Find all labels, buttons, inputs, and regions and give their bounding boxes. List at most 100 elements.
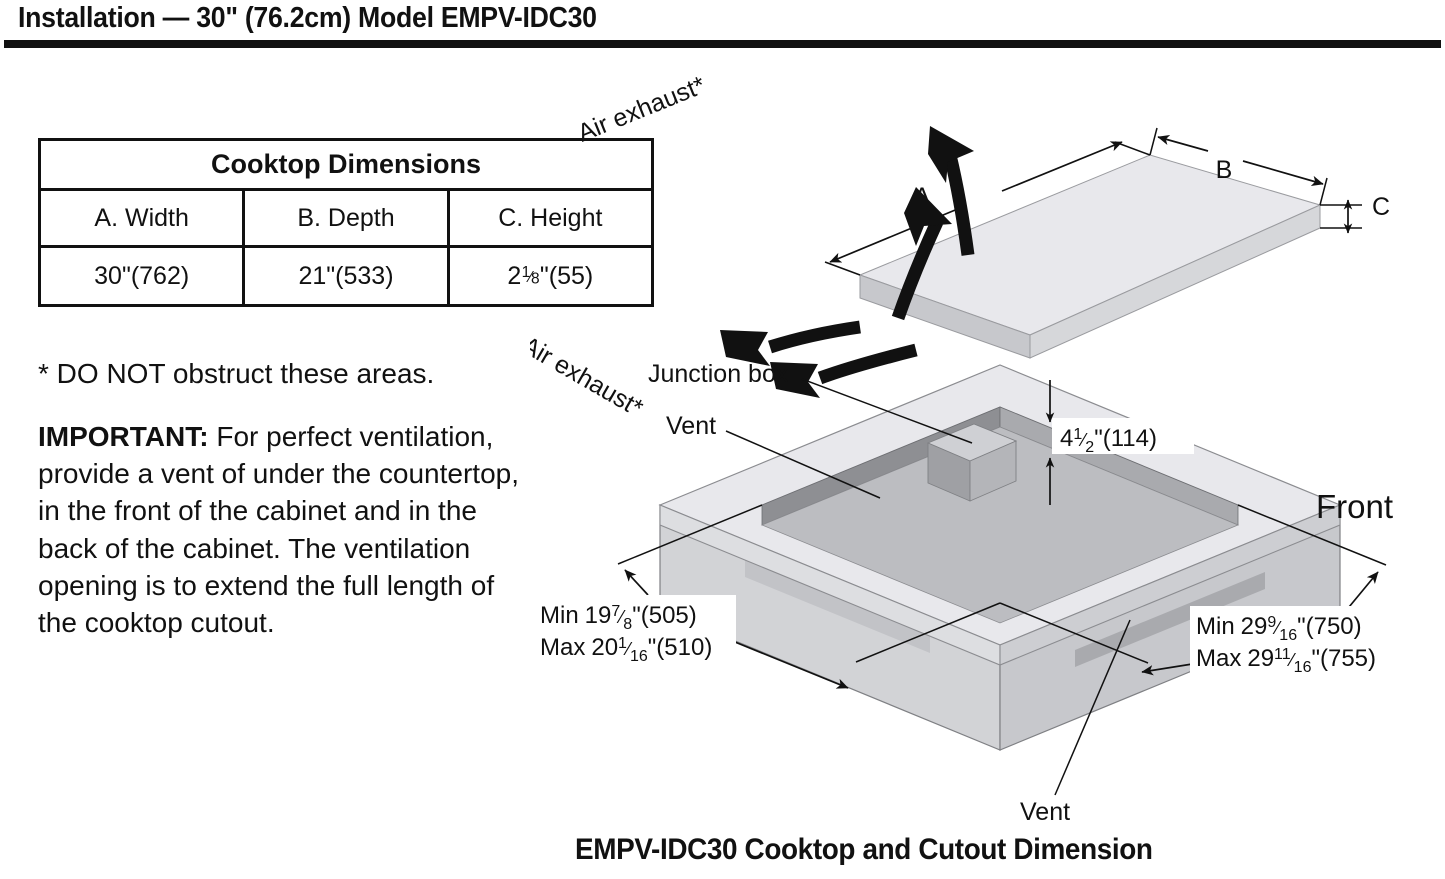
dim-b-ext-right: [1319, 177, 1328, 206]
depth-min-whole: 19: [585, 602, 612, 629]
depth-max-tail: "(510): [648, 634, 713, 661]
vent-bottom-leader-line: [1054, 619, 1131, 796]
width-max-slash: ⁄: [1287, 650, 1297, 670]
air-exhaust-bottom-arrows: [720, 320, 918, 398]
cutout-depth-dimension: Min 197⁄8"(505) Max 201⁄16"(510): [536, 504, 1001, 689]
dim-b-line-left: [1157, 134, 1209, 152]
junction-box-label: Junction box: [648, 360, 789, 388]
junction-height-dimension: 41⁄2"(114): [1045, 380, 1194, 505]
junction-height-label: 41⁄2"(114): [1060, 425, 1157, 456]
junction-height-slash: ⁄: [1078, 430, 1088, 450]
depth-min-denominator: 8: [623, 616, 632, 633]
depth-max-whole: 20: [591, 634, 618, 661]
width-min-prefix: Min: [1196, 613, 1235, 640]
width-ext-line-right: [1237, 504, 1387, 566]
value-height-tail: "(55): [539, 261, 594, 290]
dimensions-table-title: Cooktop Dimensions: [38, 138, 654, 191]
table-title-row: Cooktop Dimensions: [38, 138, 654, 191]
width-min-denominator: 16: [1279, 627, 1297, 644]
depth-max-numerator: 1: [618, 635, 627, 652]
cutout-width-dimension: Min 299⁄16"(750) Max 2911⁄16"(755): [999, 504, 1442, 676]
value-width: 30"(762): [37, 245, 246, 307]
diagram-svg: A B C Air exhaust* Air exhaust*: [530, 71, 1442, 826]
column-header-width: A. Width: [37, 188, 246, 248]
junction-box-callout: [801, 378, 973, 444]
air-exhaust-arrow-3-shaft: [768, 320, 861, 354]
installation-diagram: A B C Air exhaust* Air exhaust*: [530, 50, 1445, 879]
air-exhaust-bottom-label: Air exhaust*: [530, 331, 648, 423]
depth-min-label: Min 197⁄8"(505): [540, 602, 697, 633]
width-ext-line-left: [999, 602, 1149, 664]
cutout-floor-lowered: [760, 426, 1240, 624]
dimension-c-group: [1320, 199, 1362, 234]
fraction-slash: ⁄: [529, 268, 532, 286]
dimension-b-group: [1149, 127, 1328, 206]
width-min-slash: ⁄: [1272, 618, 1282, 638]
depth-min-prefix: Min: [540, 602, 579, 629]
vent-top-leader-line: [725, 430, 881, 499]
air-exhaust-top-label: Air exhaust*: [574, 71, 710, 148]
countertop-edge-front-right: [999, 504, 1341, 666]
air-exhaust-arrow-3-head: [720, 330, 770, 366]
dim-b-ext-left: [1149, 127, 1158, 156]
depth-dim-arrow-upper: [624, 569, 649, 596]
depth-max-slash: ⁄: [623, 639, 633, 659]
dim-a-ext-left: [824, 261, 861, 276]
junction-box-leader-line: [801, 378, 973, 444]
note-important-label: IMPORTANT:: [38, 421, 209, 452]
junction-height-whole: 4: [1060, 425, 1073, 452]
width-min-numerator: 9: [1267, 614, 1276, 631]
depth-label-bg: [536, 595, 736, 663]
front-label: Front: [1316, 488, 1393, 525]
page-title: Installation — 30" (76.2cm) Model EMPV-I…: [18, 2, 597, 34]
width-max-whole: 29: [1247, 645, 1274, 672]
depth-ext-line-front: [855, 602, 1001, 663]
vent-top-label: Vent: [666, 412, 716, 440]
note-important-body: For perfect ventilation, provide a vent …: [38, 421, 519, 639]
width-label-bg: [1190, 606, 1442, 674]
air-exhaust-top-arrows: [891, 126, 975, 321]
vent-top-callout: [725, 430, 881, 499]
figure-caption: EMPV-IDC30 Cooktop and Cutout Dimension: [575, 833, 1153, 866]
vent-bottom-callout: [1054, 619, 1131, 796]
depth-min-slash: ⁄: [616, 607, 626, 627]
value-height-numerator: 1: [521, 263, 531, 281]
value-depth: 21"(533): [242, 245, 450, 307]
cooktop-dimensions-table: Cooktop Dimensions A. Width B. Depth C. …: [37, 138, 655, 307]
cabinet-vent-slot-left: [745, 560, 930, 653]
width-max-denominator: 16: [1294, 659, 1312, 676]
column-header-height: C. Height: [446, 188, 655, 248]
width-max-prefix: Max: [1196, 645, 1241, 672]
air-exhaust-arrow-2-head: [928, 126, 974, 183]
dim-b-label: B: [1216, 156, 1233, 184]
width-max-numerator: 11: [1274, 646, 1291, 663]
dim-b-line-right: [1242, 160, 1324, 186]
width-min-whole: 29: [1241, 613, 1268, 640]
value-height-denominator: 8: [530, 270, 540, 288]
air-exhaust-arrow-4-head: [770, 362, 820, 398]
junction-height-label-bg: [1052, 418, 1194, 454]
note-do-not-obstruct: * DO NOT obstruct these areas.: [38, 358, 435, 389]
depth-min-numerator: 7: [611, 603, 620, 620]
dim-c-label: C: [1372, 193, 1390, 221]
page-header: Installation — 30" (76.2cm) Model EMPV-I…: [0, 0, 1445, 50]
depth-max-denominator: 16: [630, 648, 648, 665]
depth-ext-line-back: [617, 504, 763, 565]
vent-bottom-label: Vent: [1020, 798, 1070, 826]
column-header-depth: B. Depth: [242, 188, 450, 248]
table-value-row: 30"(762) 21"(533) 21⁄8"(55): [37, 245, 655, 307]
cabinet-group: [658, 364, 1342, 751]
width-min-tail: "(750): [1297, 613, 1362, 640]
note-important: IMPORTANT: For perfect ventilation, prov…: [38, 418, 528, 641]
value-height-whole: 2: [507, 261, 522, 290]
value-height: 21⁄8"(55): [446, 245, 655, 307]
width-min-label: Min 299⁄16"(750): [1196, 613, 1362, 644]
dim-a-ext-right: [1114, 141, 1151, 156]
depth-max-prefix: Max: [540, 634, 585, 661]
left-info-panel: Cooktop Dimensions A. Width B. Depth C. …: [0, 50, 655, 879]
table-header-row: A. Width B. Depth C. Height: [37, 188, 655, 248]
junction-height-denominator: 2: [1085, 439, 1094, 456]
air-exhaust-arrow-4-shaft: [817, 343, 918, 385]
width-max-label: Max 2911⁄16"(755): [1196, 645, 1376, 676]
depth-max-label: Max 201⁄16"(510): [540, 634, 712, 665]
